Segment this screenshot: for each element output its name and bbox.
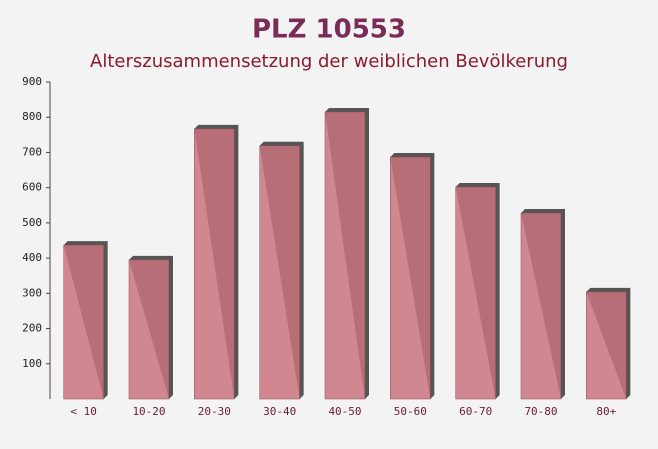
chart-title: PLZ 10553 (252, 15, 406, 45)
x-tick-label: 20-30 (198, 405, 231, 418)
bar (128, 259, 170, 400)
y-tick-label: 400 (22, 251, 42, 264)
bar (586, 291, 627, 400)
y-tick-label: 200 (22, 322, 42, 335)
bar (194, 128, 235, 400)
x-tick-label: 30-40 (263, 405, 296, 418)
bar (324, 111, 366, 400)
bar (520, 212, 562, 400)
y-tick-label: 700 (22, 145, 42, 158)
bar (63, 244, 104, 400)
y-tick-label: 800 (22, 110, 42, 123)
x-tick-label: 40-50 (328, 405, 361, 418)
x-tick-label: 50-60 (394, 405, 427, 418)
x-tick-label: 10-20 (132, 405, 165, 418)
bar (390, 156, 431, 400)
y-tick-label: 900 (22, 75, 42, 88)
x-tick-label: < 10 (70, 405, 97, 418)
chart-subtitle: Alterszusammensetzung der weiblichen Bev… (90, 51, 568, 72)
y-tick-label: 500 (22, 216, 42, 229)
x-tick-label: 60-70 (459, 405, 492, 418)
x-tick-label: 80+ (596, 405, 616, 418)
y-tick-label: 300 (22, 286, 42, 299)
y-tick-label: 600 (22, 181, 42, 194)
x-tick-label: 70-80 (524, 405, 557, 418)
bar (455, 186, 496, 400)
y-tick-label: 100 (22, 357, 42, 370)
bar (259, 145, 300, 400)
